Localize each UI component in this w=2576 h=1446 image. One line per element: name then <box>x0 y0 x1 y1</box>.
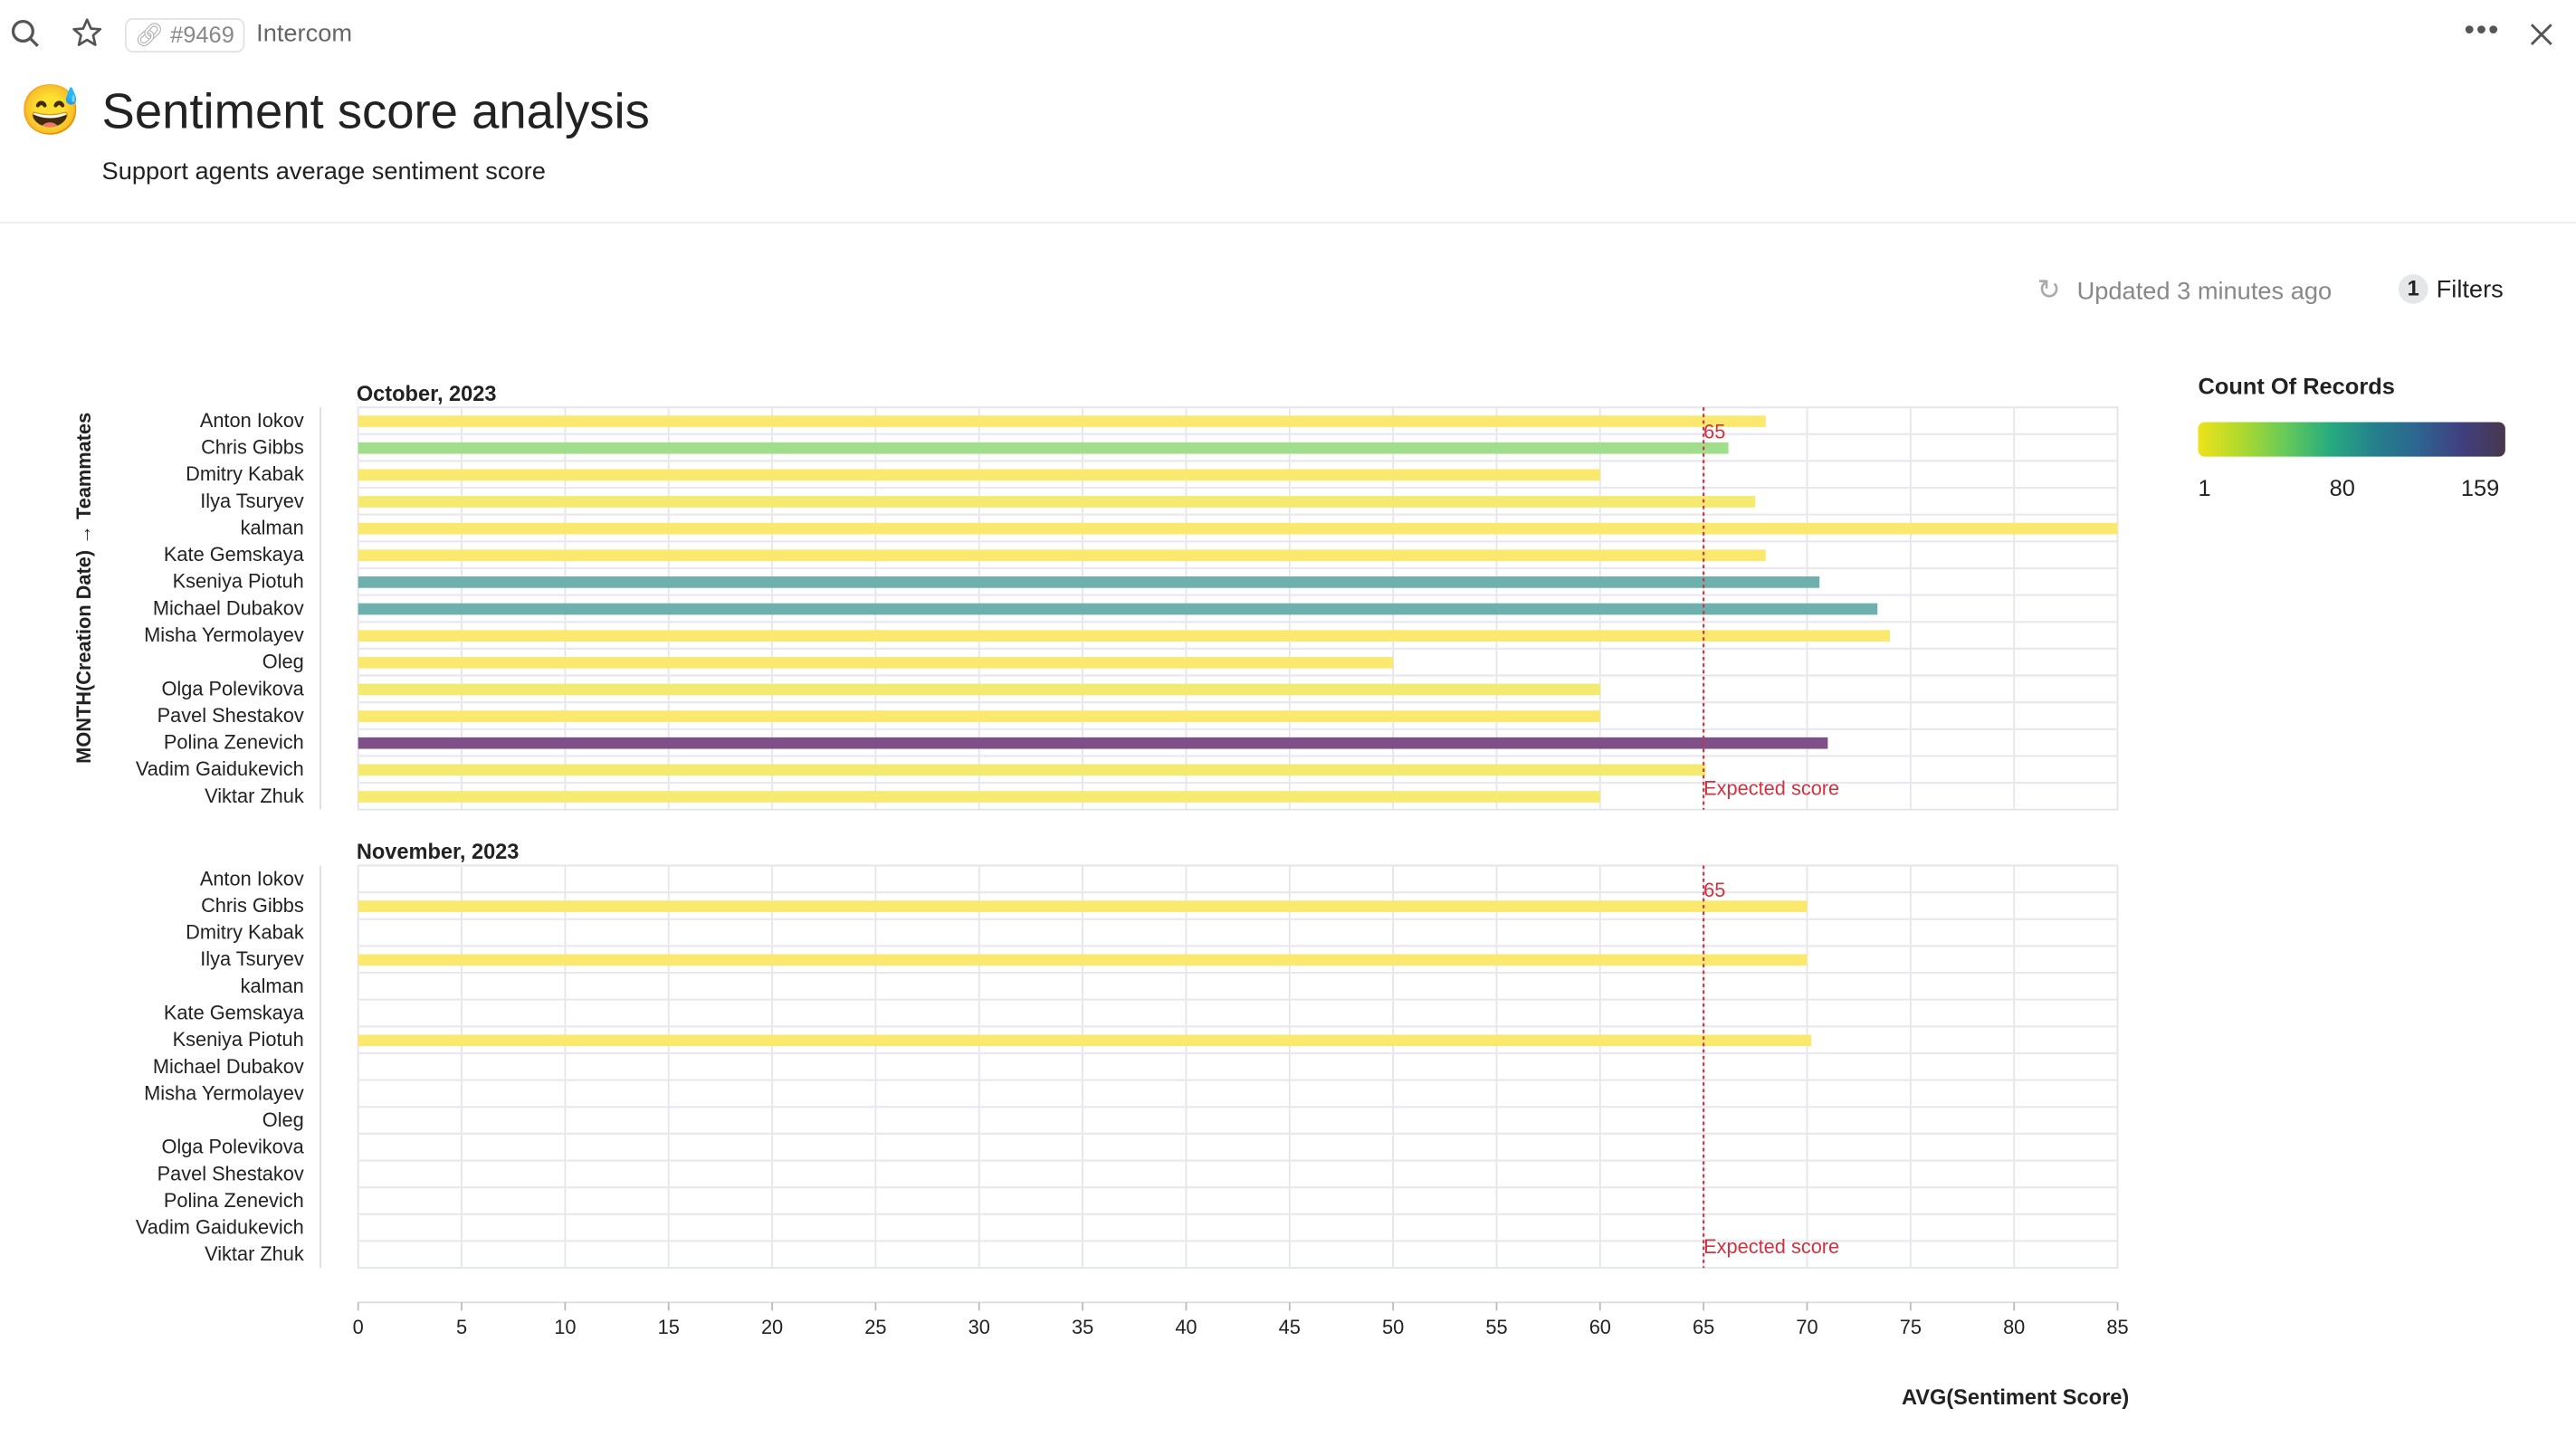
x-tick-label: 80 <box>2003 1316 2025 1338</box>
reference-label: Expected score <box>1703 776 1839 799</box>
bar <box>358 630 1890 642</box>
x-tick-label: 10 <box>554 1316 576 1338</box>
category-label: Polina Zenevich <box>164 731 304 754</box>
category-label: kalman <box>241 516 304 538</box>
category-label: Pavel Shestakov <box>157 1162 304 1184</box>
x-tick-label: 0 <box>353 1316 364 1338</box>
category-label: Olga Polevikova <box>161 1136 304 1158</box>
x-tick-label: 65 <box>1693 1316 1714 1338</box>
legend-max: 159 <box>2460 474 2500 501</box>
x-tick-label: 75 <box>1900 1316 1922 1338</box>
bar <box>358 415 1766 427</box>
category-label: Dmitry Kabak <box>186 462 304 485</box>
bar <box>358 522 2118 535</box>
filters-count-badge: 1 <box>2398 274 2428 304</box>
refresh-status[interactable]: ↻ Updated 3 minutes ago <box>2037 274 2333 307</box>
category-label: Kate Gemskaya <box>164 1001 305 1023</box>
category-label: Anton Iokov <box>200 409 304 432</box>
more-horizontal-icon[interactable]: ••• <box>2464 13 2501 46</box>
x-tick-label: 60 <box>1589 1316 1611 1338</box>
category-label: Kseniya Piotuh <box>173 570 304 593</box>
category-label: Misha Yermolayev <box>144 623 304 646</box>
category-label: Polina Zenevich <box>164 1189 304 1212</box>
x-axis-title: AVG(Sentiment Score) <box>1901 1384 2130 1410</box>
category-label: Oleg <box>262 651 304 673</box>
category-label: Michael Dubakov <box>153 1055 304 1078</box>
category-label: Olga Polevikova <box>161 677 304 699</box>
link-id: #9469 <box>170 21 234 48</box>
x-tick-label: 30 <box>968 1316 990 1338</box>
category-label: Dmitry Kabak <box>186 921 304 944</box>
bar <box>358 549 1766 562</box>
category-label: Chris Gibbs <box>201 894 304 917</box>
app-name[interactable]: Intercom <box>256 19 353 48</box>
search-icon[interactable] <box>10 18 43 51</box>
bar <box>358 496 1756 508</box>
header-divider <box>0 222 2576 224</box>
star-icon[interactable] <box>71 16 103 49</box>
emoji-icon: 😅 <box>19 83 81 138</box>
bar <box>358 710 1600 722</box>
bar <box>358 603 1878 615</box>
close-icon[interactable] <box>2526 20 2556 50</box>
bar <box>358 656 1394 669</box>
link-icon: 🔗︎ <box>134 21 165 48</box>
category-label: Kate Gemskaya <box>164 543 305 566</box>
reference-value-label: 65 <box>1703 421 1725 443</box>
bar <box>358 791 1600 803</box>
category-label: Michael Dubakov <box>153 596 304 619</box>
category-label: Pavel Shestakov <box>157 704 304 727</box>
link-tag[interactable]: 🔗︎ #9469 <box>124 17 244 53</box>
x-tick-label: 5 <box>456 1316 467 1338</box>
category-label: Chris Gibbs <box>201 436 304 459</box>
plot-frame <box>357 864 2119 1269</box>
bar <box>358 442 1729 454</box>
bar <box>358 683 1600 696</box>
legend-mid: 80 <box>2329 474 2355 501</box>
bar <box>358 576 1820 588</box>
x-tick-label: 20 <box>761 1316 783 1338</box>
x-tick-label: 35 <box>1072 1316 1093 1338</box>
x-tick-label: 15 <box>658 1316 680 1338</box>
bar <box>358 900 1808 912</box>
refresh-icon: ↻ <box>2037 274 2061 306</box>
panel-title: October, 2023 <box>357 382 497 405</box>
category-label: Kseniya Piotuh <box>173 1028 304 1051</box>
reference-label: Expected score <box>1703 1235 1839 1258</box>
updated-text: Updated 3 minutes ago <box>2076 276 2333 305</box>
x-tick-label: 70 <box>1796 1316 1818 1338</box>
category-label: Misha Yermolayev <box>144 1081 304 1104</box>
panel-title: November, 2023 <box>357 840 520 863</box>
x-tick-label: 45 <box>1279 1316 1301 1338</box>
legend-min: 1 <box>2198 474 2211 501</box>
bar <box>358 954 1808 966</box>
category-label: Vadim Gaidukevich <box>136 757 304 780</box>
category-label: Anton Iokov <box>200 867 304 889</box>
x-tick-label: 55 <box>1485 1316 1507 1338</box>
filters-button[interactable]: 1 Filters <box>2398 274 2504 304</box>
legend-color-scale <box>2198 422 2505 457</box>
category-label: Oleg <box>262 1108 304 1131</box>
bar <box>358 469 1600 481</box>
category-label: Vadim Gaidukevich <box>136 1216 304 1239</box>
x-tick-label: 50 <box>1382 1316 1404 1338</box>
x-tick-label: 85 <box>2106 1316 2128 1338</box>
y-axis-title: MONTH(Creation Date) → Teammates <box>72 412 96 764</box>
filters-label: Filters <box>2436 275 2504 303</box>
page-title: Sentiment score analysis <box>101 85 650 140</box>
category-label: Ilya Tsuryev <box>200 947 304 970</box>
category-label: Viktar Zhuk <box>205 785 304 807</box>
bar <box>358 764 1706 776</box>
category-label: Ilya Tsuryev <box>200 490 304 512</box>
page-subtitle: Support agents average sentiment score <box>101 157 546 186</box>
legend-title: Count Of Records <box>2198 373 2395 400</box>
bar <box>358 737 1828 749</box>
bar <box>358 1034 1812 1047</box>
category-label: Viktar Zhuk <box>205 1242 304 1265</box>
category-label: kalman <box>241 975 304 997</box>
x-tick-label: 25 <box>864 1316 886 1338</box>
reference-value-label: 65 <box>1703 879 1725 901</box>
x-tick-label: 40 <box>1175 1316 1197 1338</box>
